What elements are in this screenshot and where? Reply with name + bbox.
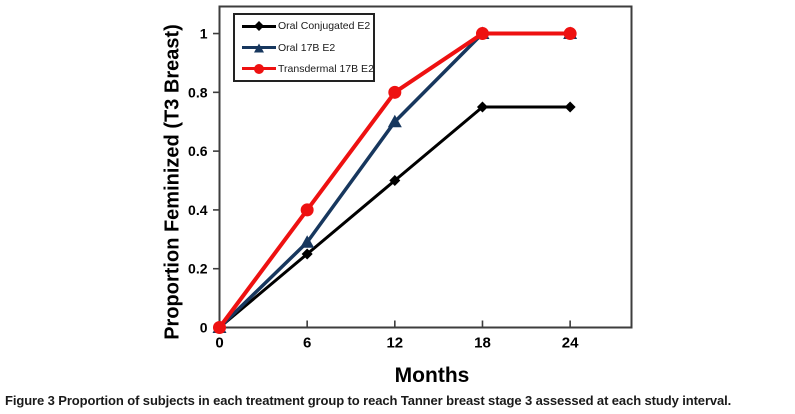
legend-row: Transdermal 17B E2 [242,59,374,79]
svg-text:0.8: 0.8 [188,84,208,100]
svg-text:0: 0 [215,335,223,352]
legend-row: Oral 17B E2 [242,38,373,58]
y-axis-title: Proportion Feminized (T3 Breast) [161,24,184,340]
triangle-marker-icon [242,42,276,54]
legend: Oral Conjugated E2 Oral 17B E2 Transderm… [233,13,375,82]
svg-text:24: 24 [562,335,579,352]
svg-text:18: 18 [474,335,491,352]
svg-text:0: 0 [200,320,208,336]
diamond-marker-icon [242,20,276,32]
svg-text:0.4: 0.4 [188,202,208,218]
caption-text: Proportion of subjects in each treatment… [58,393,732,408]
figure-caption: Figure 3 Proportion of subjects in each … [5,393,791,408]
svg-text:0.2: 0.2 [188,261,208,277]
legend-row: Oral Conjugated E2 [242,16,373,36]
legend-label: Oral 17B E2 [278,41,336,54]
caption-label: Figure 3 [5,393,55,408]
svg-text:1: 1 [200,26,208,42]
legend-label: Oral Conjugated E2 [278,20,371,33]
circle-marker-icon [242,63,276,75]
svg-text:0.6: 0.6 [188,143,208,159]
x-axis-title: Months [394,364,470,387]
svg-text:12: 12 [386,335,403,352]
legend-label: Transdermal 17B E2 [278,62,374,75]
svg-text:6: 6 [303,335,311,352]
